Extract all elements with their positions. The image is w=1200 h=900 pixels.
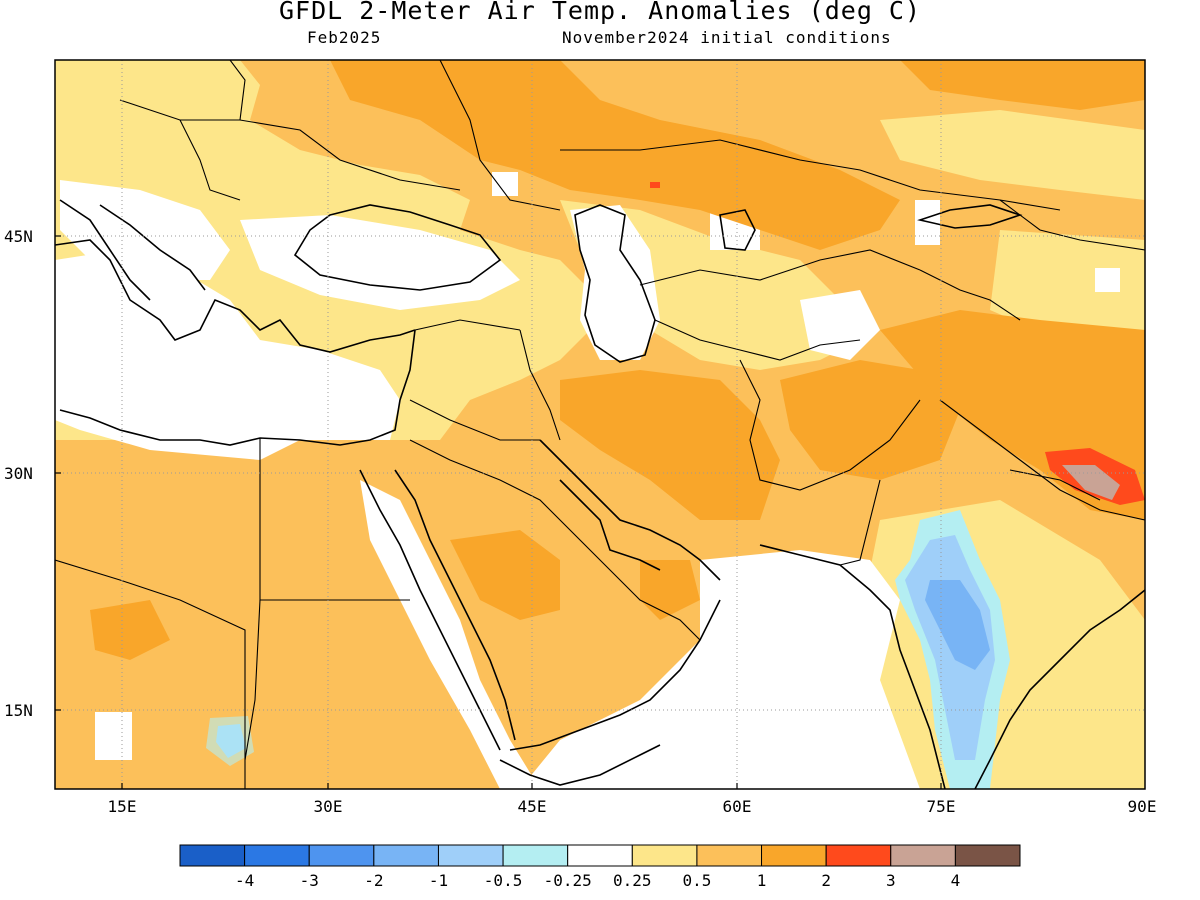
coast-horn <box>499 744 661 786</box>
x-tick-label: 15E <box>108 797 137 816</box>
gridlines <box>55 60 1145 789</box>
border-europe-2 <box>179 119 241 201</box>
colorbar-swatch <box>631 844 698 867</box>
colorbar-swatch <box>373 844 439 867</box>
map-title: GFDL 2-Meter Air Temp. Anomalies (deg C) <box>278 0 922 25</box>
borders <box>55 60 1145 789</box>
colorbar-label: 0.25 <box>613 871 652 890</box>
coast-arabia-south <box>509 599 721 751</box>
border-russia <box>439 60 561 211</box>
coast-india-west <box>759 544 946 789</box>
colorbar-swatch <box>954 844 1021 867</box>
anomaly-lightblue-sudan <box>206 716 254 766</box>
initial-conditions: November2024 initial conditions <box>562 28 892 47</box>
border-india-pak <box>839 479 881 566</box>
border-jordan <box>409 399 540 441</box>
border-europe-3 <box>229 60 246 121</box>
colorbar-label: -2 <box>364 871 383 890</box>
tick-marks <box>55 235 942 789</box>
anomaly-field <box>55 60 1145 789</box>
coast-aral <box>719 209 756 251</box>
anomaly-white-blacksea <box>240 215 520 310</box>
border-nepal <box>1009 469 1101 501</box>
coast-persian-gulf <box>539 439 721 581</box>
coast-india-east <box>974 589 1145 789</box>
colorbar-label: 0.5 <box>682 871 711 890</box>
colorbar-label: 2 <box>821 871 831 890</box>
coast-adriatic <box>99 204 206 291</box>
colorbar-label: -3 <box>300 871 319 890</box>
border-kazakh-south <box>639 249 921 286</box>
border-syria <box>414 319 521 331</box>
anomaly-orange-gulf <box>640 560 700 620</box>
anomaly-white-patch-5 <box>1095 268 1120 292</box>
valid-month: Feb2025 <box>307 28 382 47</box>
anomaly-white-india <box>520 550 920 789</box>
anomaly-white-patch-3 <box>492 172 518 196</box>
colorbar-swatch <box>179 844 246 867</box>
colorbar-swatch <box>308 844 375 867</box>
colorbar-label: -0.5 <box>484 871 523 890</box>
anomaly-orange-pakistan <box>780 360 960 480</box>
colorbar-swatch <box>244 844 310 867</box>
anomaly-white-med <box>55 250 400 460</box>
border-mongolia <box>999 199 1145 251</box>
border-china-kyrgyz <box>919 269 1021 321</box>
colorbar-swatch <box>437 844 504 867</box>
colorbar-label: -0.25 <box>544 871 592 890</box>
colorbar-swatch <box>696 844 763 867</box>
colorbar-label: -1 <box>429 871 448 890</box>
anomaly-white-tianshan <box>800 290 880 360</box>
anomaly-red-dot <box>650 182 660 188</box>
anomaly-orange-siberia <box>900 60 1145 110</box>
colorbar-label: 4 <box>951 871 961 890</box>
border-sudan <box>244 599 261 761</box>
anomaly-pale-east <box>990 230 1145 340</box>
x-tick-label: 60E <box>723 797 752 816</box>
anomaly-white-caspian <box>570 205 660 360</box>
colorbar: -4 -3 -2 -1 -0.5 -0.25 0.25 0.5 1 2 3 4 <box>179 844 1021 890</box>
colorbar-label: 3 <box>886 871 896 890</box>
coast-persian-gulf-south <box>559 479 661 571</box>
border-libya-chad <box>55 559 246 789</box>
coast-levant <box>59 329 416 446</box>
colorbar-swatch <box>890 844 956 867</box>
anomaly-orange-africa <box>90 600 170 660</box>
coast-red-sea-east <box>394 469 516 741</box>
colorbar-label: 1 <box>757 871 767 890</box>
coast-caspian <box>574 204 656 363</box>
coast-italy <box>59 199 151 301</box>
anomaly-blue-india <box>925 580 990 670</box>
x-tick-label: 45E <box>518 797 547 816</box>
border-india-china <box>939 399 1145 521</box>
anomaly-taupe-himalaya <box>1062 465 1120 500</box>
anomaly-orange-russia <box>330 60 900 250</box>
border-saudi <box>409 439 701 641</box>
map-frame <box>54 59 1146 790</box>
border-iran-iraq <box>519 329 561 441</box>
border-afghan <box>739 359 921 491</box>
colorbar-label: -4 <box>235 871 254 890</box>
border-kazakh <box>560 139 1061 211</box>
y-tick-label: 45N <box>4 227 33 246</box>
coast-med-north <box>55 239 416 353</box>
anomaly-orange-iran <box>560 370 780 520</box>
anomaly-white-balkans <box>60 180 230 280</box>
y-tick-label: 15N <box>4 701 33 720</box>
colorbar-swatch <box>825 844 892 867</box>
anomaly-white-patch-4 <box>95 712 132 760</box>
y-tick-label: 30N <box>4 464 33 483</box>
colorbar-swatch <box>502 844 569 867</box>
border-turkmen <box>654 319 861 361</box>
colorbar-swatch <box>761 844 827 867</box>
x-tick-label: 75E <box>927 797 956 816</box>
x-tick-label: 90E <box>1128 797 1157 816</box>
x-tick-label: 30E <box>314 797 343 816</box>
colorbar-swatch <box>567 844 633 867</box>
coastlines <box>55 199 1145 789</box>
coast-black-sea <box>293 204 502 291</box>
anomaly-pale-north <box>880 110 1145 200</box>
coast-red-sea-west <box>359 469 501 751</box>
